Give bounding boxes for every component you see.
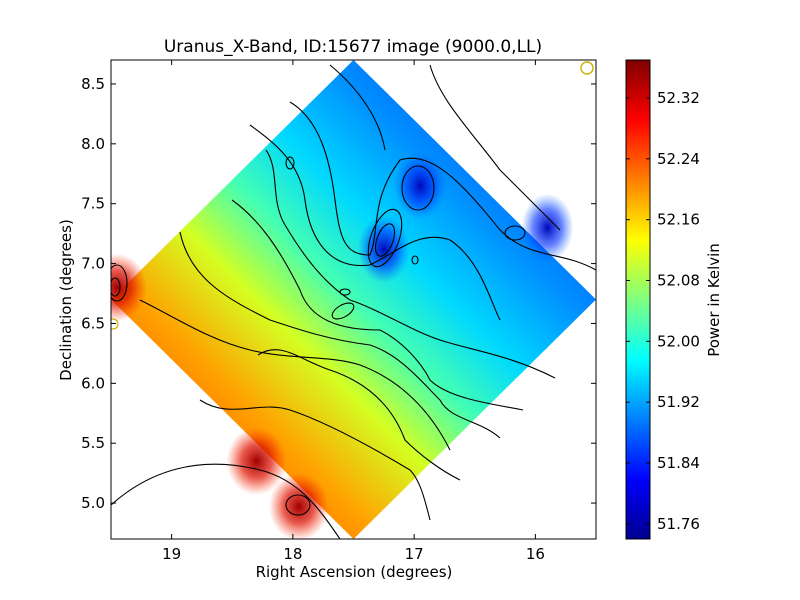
y-tick-label: 5.5 <box>81 434 105 452</box>
contour-line <box>139 299 451 451</box>
contour-line <box>289 101 596 271</box>
y-tick-label: 7.5 <box>81 195 105 213</box>
chart-title: Uranus_X-Band, ID:15677 image (9000.0,LL… <box>164 37 542 57</box>
colorbar-tick-label: 52.16 <box>657 211 700 229</box>
hot-spot <box>226 427 287 496</box>
axes-frame <box>110 59 597 540</box>
y-tick-label: 7.0 <box>81 255 105 273</box>
contour-ring <box>411 255 419 265</box>
y-tick-label: 6.0 <box>81 374 105 392</box>
contour-line <box>257 349 461 481</box>
contour-lines <box>111 64 596 539</box>
y-tick-label: 8.5 <box>81 75 105 93</box>
heatmap-diamond <box>111 60 596 539</box>
colorbar-tick-label: 52.08 <box>657 271 700 289</box>
colorbar-tick-label: 51.84 <box>657 454 700 472</box>
contour-line <box>329 64 386 151</box>
heatmap-fill <box>111 60 596 539</box>
y-tick-label: 8.0 <box>81 135 105 153</box>
y-axis-ticks: 5.0 5.5 6.0 6.5 7.0 7.5 8.0 8.5 <box>81 75 596 512</box>
colorbar-tick-label: 51.92 <box>657 393 700 411</box>
x-tick-label: 18 <box>283 545 302 563</box>
colorbar-tick-label: 51.76 <box>657 515 700 533</box>
hot-spot <box>268 472 329 539</box>
cold-spot <box>394 151 447 220</box>
contour-line <box>111 463 341 539</box>
cold-spot <box>521 193 574 262</box>
contour-ring <box>401 165 435 211</box>
beam-marker <box>111 318 119 330</box>
contour-ring <box>111 277 121 297</box>
y-axis-label: Declination (degrees) <box>57 219 75 381</box>
beam-marker <box>580 61 594 75</box>
contour-line <box>265 149 556 379</box>
contour-ring <box>339 288 351 296</box>
plot-area <box>111 60 596 539</box>
colorbar <box>625 59 651 540</box>
colorbar-tick-label: 52.00 <box>657 332 700 350</box>
contour-ring <box>367 208 403 268</box>
cold-spot <box>357 215 410 284</box>
colorbar-label: Power in Kelvin <box>705 243 723 357</box>
x-tick-label: 16 <box>526 545 545 563</box>
y-tick-label: 5.0 <box>81 494 105 512</box>
x-tick-label: 19 <box>162 545 181 563</box>
contour-ring <box>111 264 128 302</box>
hot-spot <box>111 253 148 322</box>
contour-line <box>231 199 524 411</box>
contour-line <box>179 231 501 439</box>
colorbar-tick-label: 52.24 <box>657 150 700 168</box>
spot-layer <box>111 151 574 539</box>
colorbar-tick-label: 52.32 <box>657 89 700 107</box>
contour-ring <box>285 494 311 516</box>
x-axis-label: Right Ascension (degrees) <box>256 563 453 581</box>
contour-ring <box>331 302 355 320</box>
contour-line <box>429 64 561 231</box>
colorbar-ticks: 51.76 51.84 51.92 52.00 52.08 52.16 52.24 52.32 <box>626 89 700 533</box>
contour-ring <box>285 156 295 170</box>
contour-ring <box>504 225 526 241</box>
contour-line <box>199 399 431 521</box>
y-tick-label: 6.5 <box>81 314 105 332</box>
contour-ring <box>374 223 396 257</box>
x-axis-ticks: 19 18 17 16 <box>162 60 545 563</box>
x-tick-label: 17 <box>405 545 424 563</box>
